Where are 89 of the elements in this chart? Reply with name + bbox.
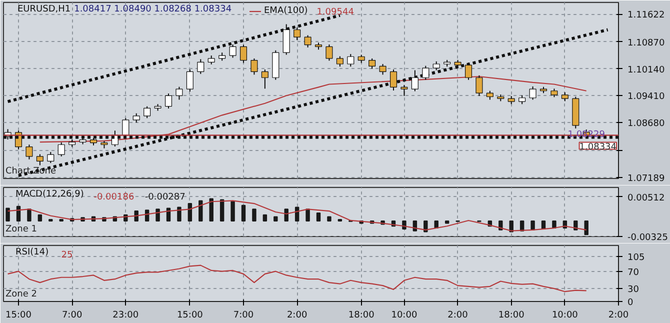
bar <box>530 220 535 230</box>
candlestick <box>464 62 472 80</box>
bar <box>274 216 278 222</box>
candlestick <box>240 44 248 64</box>
bar <box>252 208 256 222</box>
candlestick <box>36 154 44 166</box>
chart-title: RSI(14) <box>16 248 49 258</box>
chart-subtitle: 1.08417 1.08490 1.08268 1.08334 <box>74 4 232 14</box>
bar <box>6 208 10 222</box>
annotation: -0.00287 <box>144 192 186 202</box>
bar <box>316 212 321 222</box>
candlestick <box>47 151 54 164</box>
x-tick-label: 2:00 <box>448 310 468 320</box>
bar <box>552 220 556 229</box>
candlestick <box>176 86 183 100</box>
candlestick <box>164 92 172 110</box>
bar <box>230 201 235 222</box>
y-tick-label: 1.11622 <box>628 10 665 21</box>
candlestick <box>26 144 33 160</box>
candlestick <box>336 56 344 68</box>
x-tick-label: 2:00 <box>286 310 308 320</box>
y-tick-label: 105 <box>628 252 645 263</box>
x-tick-label: 18:00 <box>348 310 375 320</box>
candlestick <box>368 58 376 70</box>
x-tick-label: 7:00 <box>233 310 254 320</box>
annotation: -0.00186 <box>94 192 134 202</box>
candlestick <box>411 70 418 92</box>
candlestick <box>294 27 301 41</box>
chart-title: EURUSD,H1 <box>18 4 71 14</box>
candlestick <box>250 58 258 76</box>
annotation: Chart Zone <box>6 166 56 176</box>
bar <box>220 199 224 222</box>
bar <box>209 198 214 222</box>
x-tick-label: 18:00 <box>498 310 525 320</box>
line-series <box>7 200 587 232</box>
x-tick-label: 10:00 <box>391 310 418 320</box>
x-tick-label: 2:00 <box>608 310 629 320</box>
y-tick-label: 0 <box>628 298 634 308</box>
y-tick-label: 70 <box>628 268 640 278</box>
candlestick <box>422 65 430 80</box>
candlestick <box>229 44 236 58</box>
candlestick <box>282 24 290 56</box>
bar <box>166 208 171 222</box>
candlestick <box>132 112 140 124</box>
x-tick-label: 15:00 <box>6 310 32 320</box>
x-tick-label: 23:00 <box>112 310 139 320</box>
candlestick <box>476 74 483 97</box>
annotation: 1.08229 <box>568 130 606 140</box>
bar <box>444 220 450 224</box>
candlestick <box>144 106 151 119</box>
y-tick-label: 1.08680 <box>628 119 665 130</box>
bar <box>327 216 332 222</box>
candlestick <box>529 86 536 100</box>
candlestick <box>379 63 386 76</box>
bar <box>584 220 588 236</box>
annotation: 1.09544 <box>316 8 354 18</box>
bar <box>198 200 203 222</box>
candlestick <box>390 69 398 91</box>
bar <box>188 203 192 222</box>
candlestick <box>197 58 204 74</box>
y-tick-label: 1.10870 <box>628 38 665 48</box>
candlestick <box>186 69 194 92</box>
legend-label: EMA(100) <box>264 6 308 16</box>
candlestick <box>261 69 268 90</box>
bar <box>156 208 160 222</box>
y-tick-label: 1.07189 <box>628 174 665 184</box>
x-tick-label: 7:00 <box>62 310 82 320</box>
bar <box>306 208 310 222</box>
annotation: 25 <box>61 250 73 260</box>
bar <box>38 214 42 222</box>
candlestick <box>400 84 408 97</box>
annotation: Zone 1 <box>6 224 37 234</box>
annotation: Zone 2 <box>6 290 37 300</box>
chart-title: MACD(12,26,9) <box>16 190 84 200</box>
y-tick-label: 30 <box>628 285 640 296</box>
candlestick <box>326 44 333 62</box>
bar <box>177 206 182 222</box>
candlestick <box>304 34 312 48</box>
candlestick <box>347 54 354 68</box>
x-tick-label: 10:00 <box>552 310 578 320</box>
y-tick-label: -0.00325 <box>628 232 668 243</box>
candlestick <box>58 142 65 157</box>
bar <box>241 204 246 222</box>
x-tick-label: 15:00 <box>176 310 204 320</box>
bar <box>262 214 268 222</box>
bar <box>27 208 32 222</box>
y-tick-label: 1.10140 <box>628 65 665 76</box>
y-tick-label: 0.00512 <box>628 193 665 204</box>
y-tick-label: 1.09410 <box>628 92 665 102</box>
